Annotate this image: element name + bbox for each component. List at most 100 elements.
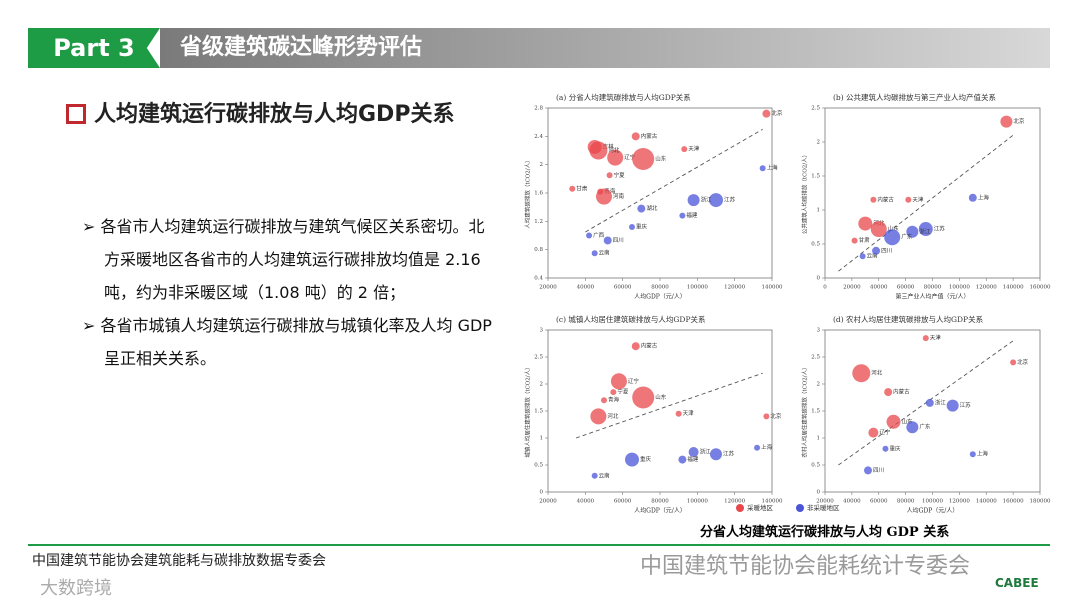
point-label: 山东 xyxy=(902,417,914,425)
point-label: 山东 xyxy=(655,393,667,401)
bubble xyxy=(918,222,933,237)
bubble xyxy=(859,253,866,260)
y-tick-label: 2.5 xyxy=(811,355,820,361)
point-label: 浙江 xyxy=(919,227,931,235)
point-label: 浙江 xyxy=(935,398,947,406)
point-label: 吉林 xyxy=(603,142,615,150)
trend-line xyxy=(838,340,1014,466)
footer: 中国建筑节能协会建筑能耗与碳排放数据专委会 xyxy=(32,553,326,569)
trend-line xyxy=(575,372,763,439)
y-axis-label: 农村人均居住建筑碳排放（tCO2/人） xyxy=(801,364,809,457)
y-axis-label: 公共建筑人均碳排放（tCO2/人） xyxy=(801,152,809,234)
bullet-list: ➢ 各省市人均建筑运行碳排放与建筑气候区关系密切。北方采暖地区各省市的人均建筑运… xyxy=(82,210,492,375)
point-label: 福建 xyxy=(686,211,698,219)
point-label: 上海 xyxy=(978,193,990,201)
x-tick-label: 100000 xyxy=(687,285,708,291)
point-label: 广东 xyxy=(919,423,931,431)
bubble xyxy=(946,399,959,412)
x-tick-label: 60000 xyxy=(897,285,915,291)
x-tick-label: 140000 xyxy=(976,499,997,505)
point-label: 辽宁 xyxy=(879,428,891,436)
bubble xyxy=(870,196,877,203)
legend-swatch xyxy=(796,504,804,512)
legend-swatch xyxy=(736,504,744,512)
point-label: 广西 xyxy=(593,231,605,239)
y-tick-label: 0.5 xyxy=(534,463,543,469)
y-axis-label: 人均建筑碳排放（tCO2/人） xyxy=(524,157,532,228)
title-bar xyxy=(160,28,1050,68)
y-tick-label: 2.4 xyxy=(534,134,543,140)
bubble xyxy=(759,165,766,172)
point-label: 湖北 xyxy=(646,204,658,212)
y-tick-label: 3 xyxy=(817,328,821,334)
bubble xyxy=(906,421,919,434)
point-label: 河北 xyxy=(871,369,883,377)
x-tick-label: 100000 xyxy=(949,285,970,291)
point-label: 北京 xyxy=(1017,358,1029,366)
point-label: 甘肃 xyxy=(576,184,588,192)
x-tick-label: 20000 xyxy=(816,499,834,505)
bubble xyxy=(687,194,700,207)
bubble xyxy=(607,149,624,166)
bubble xyxy=(852,364,871,383)
y-tick-label: 1.2 xyxy=(534,219,543,225)
bubble xyxy=(675,410,682,417)
point-label: 甘肃 xyxy=(859,236,871,244)
watermark: 中国建筑节能协会能耗统计专委会 xyxy=(640,554,971,579)
y-tick-label: 2 xyxy=(817,140,821,146)
point-label: 北京 xyxy=(771,109,783,117)
x-tick-label: 40000 xyxy=(843,499,861,505)
bubble xyxy=(858,216,873,231)
y-tick-label: 3 xyxy=(540,328,544,334)
point-label: 内蒙古 xyxy=(641,132,658,140)
point-label: 山东 xyxy=(655,155,667,163)
y-tick-label: 2.5 xyxy=(811,106,820,112)
bubble xyxy=(868,427,879,438)
point-label: 重庆 xyxy=(889,444,901,452)
x-tick-label: 140000 xyxy=(1003,285,1024,291)
bubble xyxy=(625,452,639,467)
bubble xyxy=(590,408,607,425)
bubble xyxy=(870,221,887,238)
point-label: 江苏 xyxy=(934,225,946,233)
x-axis-label: 人均GDP（元/人） xyxy=(634,507,686,515)
y-tick-label: 2 xyxy=(540,382,544,388)
x-tick-label: 40000 xyxy=(577,285,595,291)
logo: CABEE xyxy=(995,576,1039,590)
bubble xyxy=(603,236,612,245)
chart-title: (a) 分省人均建筑碳排放与人均GDP关系 xyxy=(556,92,691,102)
x-tick-label: 80000 xyxy=(651,285,669,291)
y-tick-label: 1.5 xyxy=(811,174,820,180)
point-label: 四川 xyxy=(881,247,892,254)
y-tick-label: 1 xyxy=(817,436,821,442)
trend-line xyxy=(838,134,1014,272)
x-tick-label: 40000 xyxy=(870,285,888,291)
point-label: 四川 xyxy=(613,237,624,244)
point-label: 云南 xyxy=(599,471,611,479)
bubble xyxy=(905,196,912,203)
bubble xyxy=(709,193,723,208)
checkbox-icon xyxy=(66,104,86,124)
bubble xyxy=(629,224,635,230)
point-label: 河北 xyxy=(607,412,619,420)
bubble xyxy=(884,388,893,397)
y-tick-label: 0.4 xyxy=(534,276,543,282)
part-label: Part 3 xyxy=(28,28,160,68)
bubble xyxy=(596,188,612,205)
x-tick-label: 100000 xyxy=(687,499,708,505)
bubble xyxy=(754,444,761,451)
bubble xyxy=(631,132,640,141)
point-label: 上海 xyxy=(761,443,773,451)
x-tick-label: 160000 xyxy=(1030,285,1051,291)
point-label: 宁夏 xyxy=(617,388,629,396)
x-tick-label: 20000 xyxy=(539,499,557,505)
caption: 分省人均建筑运行碳排放与人均 GDP 关系 xyxy=(700,525,950,540)
bubble xyxy=(601,397,607,404)
trend-line xyxy=(585,128,763,233)
x-tick-label: 120000 xyxy=(976,285,997,291)
point-label: 四川 xyxy=(873,467,884,474)
bubble xyxy=(763,413,770,420)
point-label: 江苏 xyxy=(724,196,736,204)
y-tick-label: 0 xyxy=(540,490,544,496)
point-label: 河北 xyxy=(608,146,620,154)
